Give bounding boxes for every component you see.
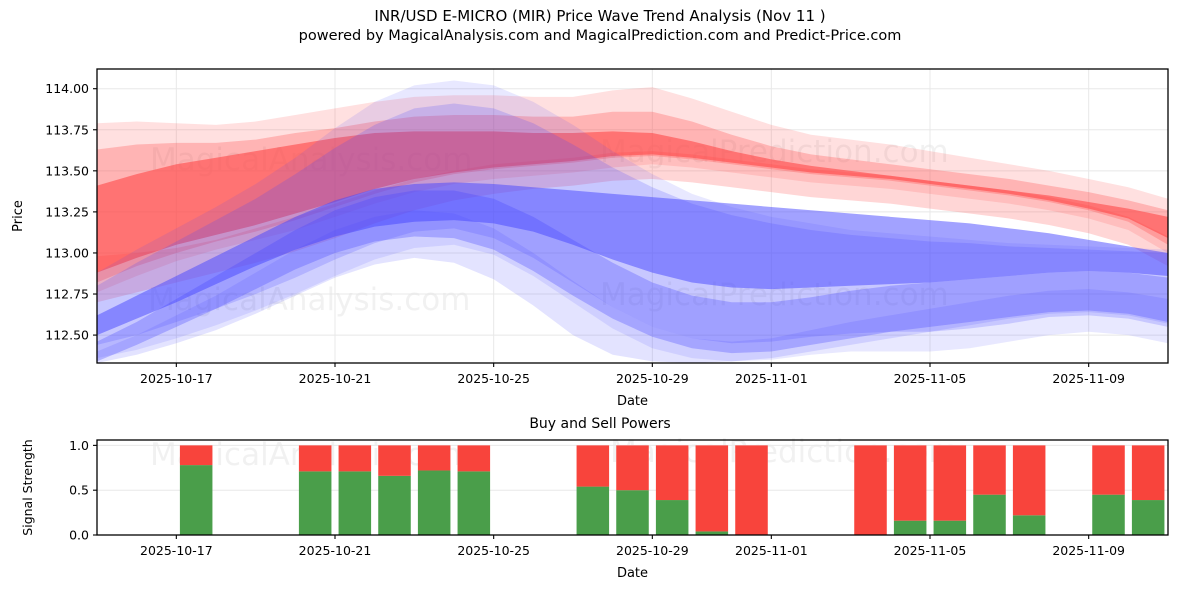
price-band-red-wedge-lower <box>97 151 1168 303</box>
bar-sell-power[interactable] <box>1092 445 1125 495</box>
bar-sell-power[interactable] <box>338 445 372 472</box>
x-tick-label: 2025-10-29 <box>616 371 689 386</box>
bar-sell-power[interactable] <box>695 445 729 532</box>
bar-buy-power[interactable] <box>179 465 213 535</box>
y-axis-label: Signal Strength <box>20 439 35 535</box>
bar-sell-power[interactable] <box>893 445 927 521</box>
bar-sell-power[interactable] <box>378 445 411 476</box>
y-tick-label: 113.75 <box>45 122 89 137</box>
bar-sell-power[interactable] <box>457 445 491 472</box>
y-axis-group: 112.50 112.75 113.00 113.25 113.50 113.75 114.… <box>45 81 97 343</box>
bar-buy-power[interactable] <box>1092 494 1125 535</box>
x-tick-label: 2025-11-01 <box>735 371 808 386</box>
bar-buy-power[interactable] <box>1131 500 1165 535</box>
x-tick-label: 2025-11-01 <box>735 543 808 558</box>
y-axis-group: 0.0 0.5 1.0 <box>69 438 97 543</box>
bar-buy-power[interactable] <box>1012 515 1046 535</box>
bar-buy-power[interactable] <box>338 471 372 535</box>
y-tick-label: 112.75 <box>45 287 89 302</box>
bar-sell-power[interactable] <box>933 445 967 521</box>
bar-buy-power[interactable] <box>298 471 332 535</box>
y-tick-label: 112.50 <box>45 328 89 343</box>
price-band-blue-tail-low <box>97 210 1168 363</box>
band-group <box>97 80 1168 363</box>
bar-sell-power[interactable] <box>1012 445 1046 516</box>
bar-buy-power[interactable] <box>457 471 491 535</box>
bar-sell-power[interactable] <box>576 445 610 487</box>
x-tick-label: 2025-11-05 <box>894 543 967 558</box>
buy-sell-title: Buy and Sell Powers <box>529 416 670 432</box>
page-subtitle: powered by MagicalAnalysis.com and Magic… <box>298 28 902 44</box>
plot-frame <box>96 439 1169 536</box>
price-band-red-band-core <box>97 131 1168 273</box>
y-tick-label: 1.0 <box>69 438 89 453</box>
bar-sell-power[interactable] <box>1131 445 1165 501</box>
title-block: INR/USD E-MICRO (MIR) Price Wave Trend A… <box>0 6 1200 46</box>
bar-sell-power[interactable] <box>417 445 451 471</box>
bar-buy-power[interactable] <box>378 475 411 535</box>
x-axis-group: 2025-10-17 2025-10-21 2025-10-25 2025-10-29… <box>140 363 1125 386</box>
x-tick-label: 2025-10-17 <box>140 371 213 386</box>
y-tick-label: 113.00 <box>45 245 89 260</box>
price-wave-svg: MagicalAnalysis.comMagicalPrediction.com… <box>11 68 1169 409</box>
bar-sell-power[interactable] <box>655 445 689 501</box>
y-tick-label: 114.00 <box>45 81 89 96</box>
bar-buy-power[interactable] <box>933 520 967 535</box>
x-axis-label: Date <box>617 394 648 409</box>
page-title: INR/USD E-MICRO (MIR) Price Wave Trend A… <box>374 7 826 25</box>
price-band-blue-wedge-dip <box>97 190 1168 362</box>
x-tick-label: 2025-10-29 <box>616 543 689 558</box>
y-axis-label: Price <box>11 200 26 232</box>
x-tick-label: 2025-10-17 <box>140 543 213 558</box>
x-tick-label: 2025-10-21 <box>299 371 372 386</box>
bar-buy-power[interactable] <box>417 470 451 535</box>
bar-buy-power[interactable] <box>893 520 927 535</box>
x-tick-label: 2025-11-05 <box>894 371 967 386</box>
y-tick-label: 0.0 <box>69 528 89 543</box>
y-tick-label: 113.50 <box>45 163 89 178</box>
x-axis-group: 2025-10-17 2025-10-21 2025-10-25 2025-10-29… <box>140 535 1125 558</box>
bar-sell-power[interactable] <box>735 445 768 535</box>
bar-sell-power[interactable] <box>179 445 213 466</box>
x-tick-label: 2025-11-09 <box>1052 371 1125 386</box>
y-tick-label: 113.25 <box>45 204 89 219</box>
bar-group <box>179 445 1165 535</box>
x-tick-label: 2025-10-21 <box>299 543 372 558</box>
bar-sell-power[interactable] <box>616 445 649 491</box>
bar-buy-power[interactable] <box>576 486 610 535</box>
bar-buy-power[interactable] <box>616 490 649 535</box>
x-tick-label: 2025-11-09 <box>1052 543 1125 558</box>
price-wave-panel: MagicalAnalysis.comMagicalPrediction.com… <box>11 68 1169 409</box>
x-tick-label: 2025-10-25 <box>457 543 530 558</box>
bar-buy-power[interactable] <box>655 500 689 535</box>
buy-sell-panel: Buy and Sell PowersMagicalAnalysis.comMa… <box>0 410 1200 600</box>
x-axis-label: Date <box>617 566 648 581</box>
bar-buy-power[interactable] <box>973 494 1006 535</box>
buy-sell-svg: Buy and Sell PowersMagicalAnalysis.comMa… <box>20 416 1169 581</box>
price-band-blue-band-core <box>97 182 1168 336</box>
bar-buy-power[interactable] <box>695 531 729 535</box>
bar-sell-power[interactable] <box>973 445 1006 495</box>
bar-sell-power[interactable] <box>854 445 887 535</box>
plot-frame <box>96 68 1169 364</box>
bar-sell-power[interactable] <box>298 445 332 472</box>
x-tick-label: 2025-10-25 <box>457 371 530 386</box>
y-tick-label: 0.5 <box>69 483 89 498</box>
